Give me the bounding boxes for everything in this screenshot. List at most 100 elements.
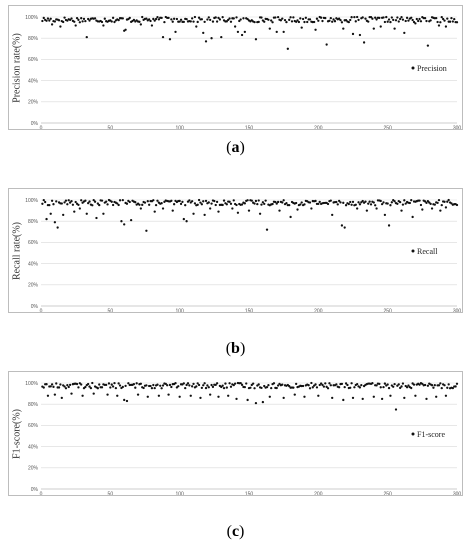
data-point (304, 16, 307, 19)
data-point (407, 19, 410, 22)
data-point (342, 201, 345, 204)
data-point (324, 382, 327, 385)
data-point (393, 200, 396, 203)
data-point (429, 202, 432, 206)
data-point (425, 201, 428, 204)
data-point (337, 386, 341, 389)
data-point (397, 383, 400, 386)
data-point (128, 200, 131, 204)
x-tick-label: 0 (40, 126, 43, 130)
data-point (111, 203, 115, 207)
data-point (193, 15, 197, 19)
scatter-plot-precision: 0%20%40%60%80%100%050100150200250300Crop… (25, 15, 462, 130)
data-point (48, 19, 51, 22)
data-point (196, 20, 199, 24)
data-point (372, 201, 375, 204)
data-point (195, 25, 198, 28)
data-point (454, 385, 457, 388)
data-point (365, 209, 369, 212)
data-point (168, 38, 172, 41)
data-point (48, 204, 51, 207)
data-point (88, 19, 91, 22)
data-point (356, 15, 359, 19)
data-point (455, 21, 459, 24)
data-point (281, 17, 284, 20)
data-point (256, 202, 259, 206)
data-point (361, 199, 364, 203)
data-point (154, 203, 158, 207)
x-tick-label: 250 (383, 492, 392, 496)
data-point (167, 16, 170, 19)
data-point (84, 199, 87, 202)
data-point (66, 203, 69, 206)
data-point (349, 200, 352, 204)
data-point (350, 203, 353, 206)
data-point (192, 382, 195, 385)
data-point (117, 382, 120, 385)
data-point (308, 18, 312, 21)
data-point (374, 204, 377, 207)
data-point (440, 15, 443, 19)
data-point (178, 395, 181, 398)
data-point (141, 203, 144, 206)
data-point (42, 16, 45, 20)
data-point (161, 35, 165, 39)
data-point (357, 18, 360, 22)
data-point (450, 202, 453, 205)
data-point (308, 387, 312, 390)
data-point (292, 386, 295, 389)
y-tick-label: 80% (28, 36, 39, 42)
data-point (213, 199, 216, 203)
data-point (425, 397, 428, 401)
data-point (433, 384, 436, 387)
data-point (121, 17, 124, 20)
data-point (199, 201, 202, 204)
data-point (145, 384, 148, 387)
data-point (225, 20, 228, 23)
data-point (254, 401, 258, 405)
data-point (379, 25, 382, 28)
data-point (324, 16, 327, 20)
data-point (387, 386, 391, 390)
data-point (430, 384, 434, 387)
data-point (106, 393, 109, 396)
data-point (356, 207, 359, 210)
data-point (367, 202, 370, 205)
data-point (386, 20, 389, 23)
legend-label: Recall (417, 247, 438, 256)
data-point (75, 16, 79, 20)
data-point (200, 386, 204, 389)
data-point (285, 21, 288, 24)
data-point (455, 203, 459, 207)
data-point (411, 18, 414, 22)
data-point (393, 382, 396, 386)
data-point (382, 201, 385, 204)
data-point (52, 385, 55, 388)
data-point (123, 223, 126, 226)
data-point (379, 386, 382, 389)
data-point (410, 199, 413, 202)
data-point (62, 20, 65, 24)
data-point (116, 202, 119, 205)
data-point (221, 203, 224, 207)
data-point (299, 203, 302, 206)
x-tick-label: 50 (108, 126, 114, 130)
data-point (371, 382, 374, 385)
data-point (204, 386, 208, 390)
data-point (261, 201, 265, 204)
data-point (148, 203, 151, 206)
data-point (163, 21, 166, 24)
data-point (326, 387, 330, 390)
data-point (87, 17, 90, 21)
data-point (272, 382, 276, 385)
data-point (89, 387, 93, 390)
x-tick-label: 300 (453, 126, 462, 130)
data-point (340, 224, 344, 227)
data-point (217, 16, 220, 20)
data-point (146, 200, 149, 203)
data-point (102, 212, 105, 215)
data-point (414, 394, 417, 397)
data-point (209, 393, 212, 396)
data-point (275, 202, 278, 205)
data-point (356, 382, 359, 386)
